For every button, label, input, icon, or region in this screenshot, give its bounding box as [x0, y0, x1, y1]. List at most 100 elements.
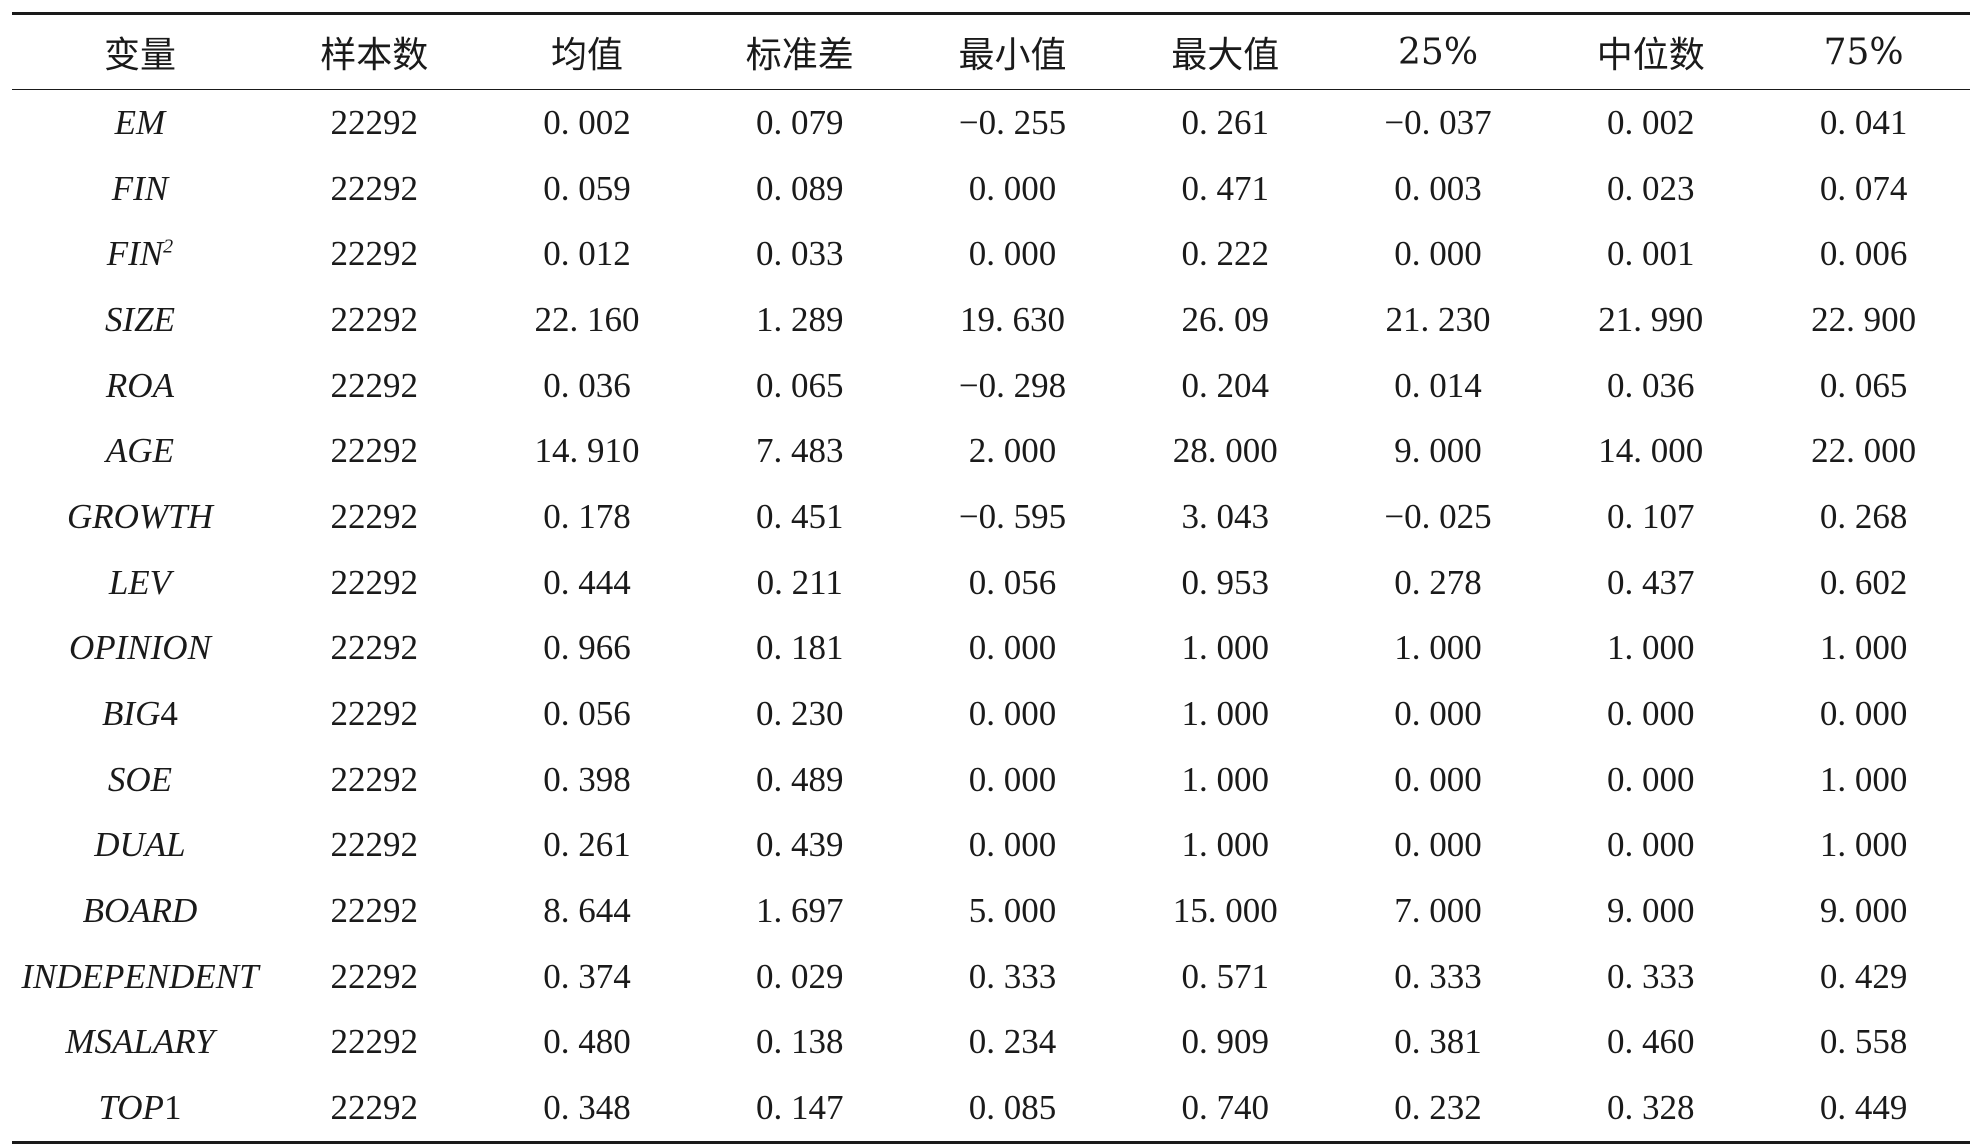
sample-size-cell: 22292	[330, 891, 419, 931]
table-row: ROA 22292 0. 036 0. 065 −0. 298 0. 204 0. 014 0…	[12, 353, 1970, 419]
variable-name-cell: BIG4	[12, 681, 268, 747]
table-row: LEV 22292 0. 444 0. 211 0. 056 0. 953 0. 278 0.…	[12, 550, 1970, 616]
p75-cell: 0. 429	[1819, 956, 1908, 996]
p25-cell: 0. 000	[1394, 825, 1482, 865]
header-min: 最小值	[958, 35, 1067, 76]
sample-size-cell: 22292	[330, 694, 419, 734]
sample-size-cell: 22292	[330, 825, 419, 865]
variable-name-suffix: 1	[163, 1088, 182, 1128]
table-row: OPINION 22292 0. 966 0. 181 0. 000 1. 000 1. 0…	[12, 616, 1970, 682]
mean-cell: 0. 480	[543, 1022, 631, 1062]
sample-size-cell: 22292	[330, 431, 419, 471]
variable-name-cell: LEV	[12, 550, 268, 616]
max-cell: 1. 000	[1181, 759, 1270, 799]
min-cell: 0. 000	[968, 759, 1057, 799]
sample-size-cell: 22292	[330, 956, 419, 996]
table-row: GROWTH 22292 0. 178 0. 451 −0. 595 3. 043 −0. …	[12, 484, 1970, 550]
variable-name-cell: ROA	[12, 353, 268, 419]
mean-cell: 22. 160	[534, 299, 640, 339]
max-cell: 1. 000	[1181, 825, 1270, 865]
p25-cell: 0. 278	[1394, 562, 1482, 602]
variable-name: INDEPENDENT	[21, 956, 259, 996]
variable-name-cell: INDEPENDENT	[12, 944, 268, 1010]
table-row: FIN2 22292 0. 012 0. 033 0. 000 0. 222 0. 000 0…	[12, 221, 1970, 287]
p75-cell: 0. 000	[1819, 694, 1908, 734]
variable-name-cell: DUAL	[12, 813, 268, 879]
max-cell: 0. 571	[1181, 956, 1270, 996]
p25-cell: 0. 000	[1394, 759, 1482, 799]
p25-cell: −0. 025	[1384, 496, 1492, 536]
max-cell: 0. 471	[1181, 168, 1270, 208]
header-row: 变量 样本数 均值 标准差 最小值 最大值 25% 中位数 75%	[12, 13, 1970, 90]
std-dev-cell: 0. 211	[756, 562, 843, 602]
p25-cell: 0. 000	[1394, 234, 1482, 274]
variable-name-cell: EM	[12, 90, 268, 156]
median-cell: 0. 000	[1607, 694, 1695, 734]
mean-cell: 0. 966	[543, 628, 631, 668]
max-cell: 0. 953	[1181, 562, 1270, 602]
variable-name-cell: AGE	[12, 418, 268, 484]
p75-cell: 0. 065	[1819, 365, 1908, 405]
median-cell: 21. 990	[1598, 299, 1704, 339]
sample-size-cell: 22292	[330, 1088, 419, 1128]
mean-cell: 0. 374	[543, 956, 631, 996]
median-cell: 0. 333	[1607, 956, 1695, 996]
max-cell: 15. 000	[1172, 891, 1278, 931]
std-dev-cell: 0. 489	[756, 759, 844, 799]
min-cell: −0. 298	[958, 365, 1067, 405]
variable-name: SIZE	[104, 299, 175, 339]
header-mean: 均值	[551, 35, 624, 76]
variable-name-cell: GROWTH	[12, 484, 268, 550]
mean-cell: 14. 910	[534, 431, 640, 471]
table-body: EM 22292 0. 002 0. 079 −0. 255 0. 261 −0. 037 0…	[12, 90, 1970, 1143]
mean-cell: 0. 178	[543, 496, 631, 536]
sample-size-cell: 22292	[330, 168, 419, 208]
mean-cell: 0. 261	[543, 825, 631, 865]
mean-cell: 0. 444	[543, 562, 631, 602]
median-cell: 14. 000	[1598, 431, 1704, 471]
std-dev-cell: 0. 029	[756, 956, 844, 996]
p75-cell: 0. 074	[1819, 168, 1908, 208]
mean-cell: 0. 002	[543, 102, 631, 142]
descriptive-statistics-table-container: 变量 样本数 均值 标准差 最小值 最大值 25% 中位数 75% EM 2229…	[12, 12, 1970, 1144]
variable-name: DUAL	[94, 825, 186, 865]
variable-name: EM	[114, 102, 166, 142]
variable-name: LEV	[108, 562, 172, 602]
variable-name: ROA	[105, 365, 174, 405]
variable-name-cell: TOP1	[12, 1075, 268, 1142]
p75-cell: 0. 449	[1819, 1088, 1908, 1128]
max-cell: 0. 204	[1181, 365, 1270, 405]
variable-name: OPINION	[68, 628, 211, 668]
p25-cell: 0. 381	[1394, 1022, 1482, 1062]
median-cell: 0. 023	[1607, 168, 1695, 208]
std-dev-cell: 0. 181	[756, 628, 844, 668]
header-median: 中位数	[1596, 35, 1705, 76]
variable-name: SOE	[107, 759, 173, 799]
table-row: BIG4 22292 0. 056 0. 230 0. 000 1. 000 0. 000 0…	[12, 681, 1970, 747]
median-cell: 0. 000	[1607, 759, 1695, 799]
min-cell: 0. 000	[968, 628, 1057, 668]
sample-size-cell: 22292	[330, 759, 419, 799]
header-p75: 75%	[1823, 31, 1904, 73]
median-cell: 9. 000	[1607, 891, 1695, 931]
p25-cell: 0. 232	[1394, 1088, 1482, 1128]
min-cell: 0. 000	[968, 825, 1057, 865]
median-cell: 0. 001	[1607, 234, 1695, 274]
p25-cell: 7. 000	[1394, 891, 1482, 931]
sample-size-cell: 22292	[330, 1022, 419, 1062]
median-cell: 0. 437	[1607, 562, 1695, 602]
max-cell: 0. 909	[1181, 1022, 1270, 1062]
min-cell: 2. 000	[968, 431, 1057, 471]
mean-cell: 0. 012	[543, 234, 631, 274]
table-row: SIZE 22292 22. 160 1. 289 19. 630 26. 09 21. 2…	[12, 287, 1970, 353]
variable-name-cell: MSALARY	[12, 1010, 268, 1076]
mean-cell: 0. 348	[543, 1088, 631, 1128]
table-row: AGE 22292 14. 910 7. 483 2. 000 28. 000 9. 000…	[12, 418, 1970, 484]
mean-cell: 8. 644	[543, 891, 631, 931]
sample-size-cell: 22292	[330, 234, 419, 274]
std-dev-cell: 0. 089	[756, 168, 844, 208]
p75-cell: 0. 268	[1819, 496, 1908, 536]
p25-cell: 9. 000	[1394, 431, 1482, 471]
max-cell: 0. 261	[1181, 102, 1270, 142]
min-cell: 5. 000	[968, 891, 1057, 931]
